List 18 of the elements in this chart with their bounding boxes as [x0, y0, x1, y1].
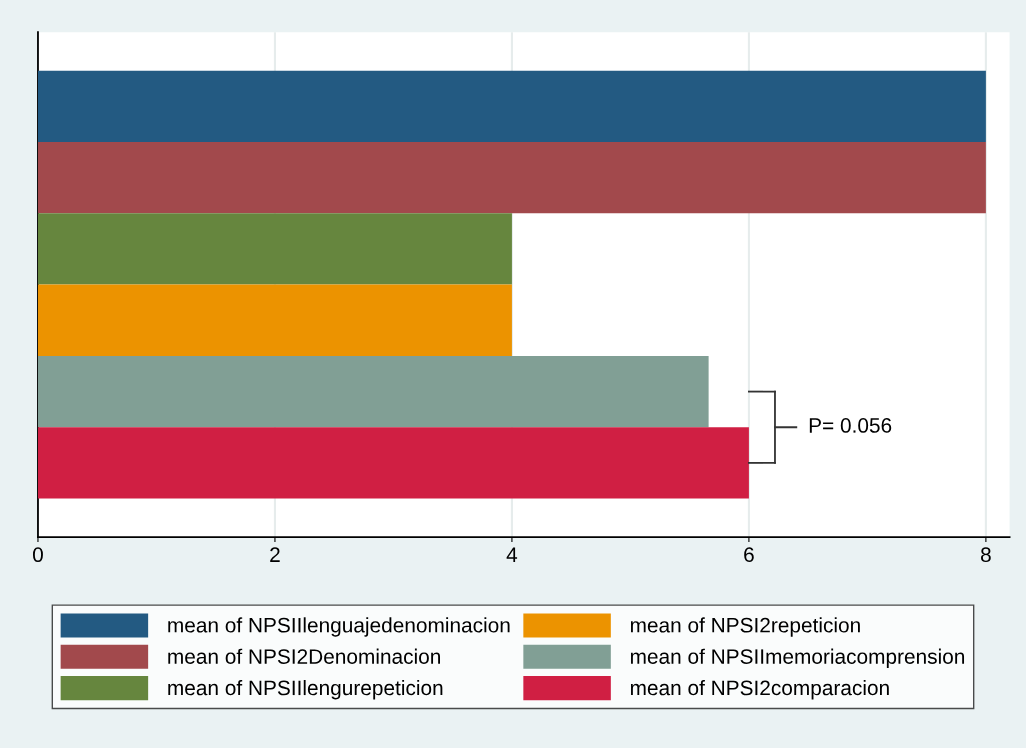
- bar: [37, 355, 709, 428]
- legend-label: mean of NPSI2Denominacion: [168, 648, 440, 664]
- legend-label: mean of NPSI2repeticion: [630, 617, 860, 637]
- bar: [37, 284, 512, 356]
- bar: [37, 213, 512, 285]
- legend-label: mean of NPSIIlenguajedenominacion: [168, 617, 510, 637]
- legend-label: mean of NPSIImemoriacomprension: [630, 648, 965, 669]
- x-tick-label: 8: [981, 547, 991, 563]
- annotation: P= 0.056: [809, 418, 892, 433]
- bar: [37, 70, 986, 142]
- x-tick-label: 6: [744, 547, 754, 563]
- x-tick-label: 2: [270, 547, 280, 562]
- bar: [37, 427, 749, 499]
- bar: [37, 141, 986, 214]
- legend-label: mean of NPSIIlengurepeticion: [168, 679, 443, 700]
- x-tick-label: 0: [32, 547, 43, 563]
- x-tick-label: 4: [506, 547, 518, 562]
- legend-label: mean of NPSI2comparacion: [630, 679, 889, 700]
